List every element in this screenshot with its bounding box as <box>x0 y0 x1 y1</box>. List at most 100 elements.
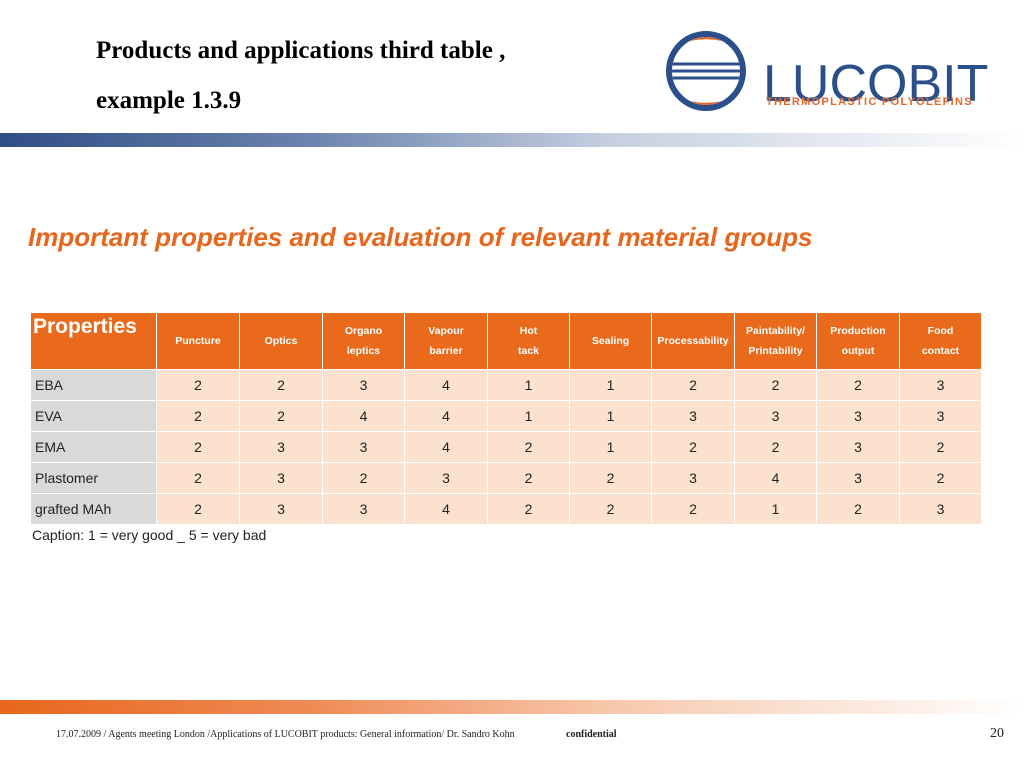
slide-title-line-2: example 1.3.9 <box>96 87 242 114</box>
column-header-line: barrier <box>429 345 463 357</box>
rating-cell: 2 <box>156 462 240 494</box>
rating-cell: 2 <box>156 431 240 463</box>
rating-cell: 3 <box>239 431 323 463</box>
rating-cell: 2 <box>239 400 323 432</box>
rating-cell: 4 <box>404 493 488 525</box>
rating-cell: 1 <box>569 400 652 432</box>
rating-cell: 2 <box>651 369 735 401</box>
rating-cell: 2 <box>239 369 323 401</box>
rating-cell: 1 <box>487 400 570 432</box>
rating-cell: 4 <box>404 431 488 463</box>
table-row: Plastomer 2 3 2 3 2 2 3 4 3 2 <box>30 462 982 494</box>
column-header: Sealing <box>569 312 652 370</box>
rating-cell: 3 <box>734 400 817 432</box>
rating-cell: 3 <box>816 462 900 494</box>
rating-cell: 2 <box>899 431 982 463</box>
rating-cell: 3 <box>899 493 982 525</box>
rating-cell: 2 <box>569 462 652 494</box>
rating-cell: 2 <box>651 431 735 463</box>
properties-header: Properties <box>30 312 157 370</box>
column-header: Optics <box>239 312 323 370</box>
material-name-cell: EMA <box>30 431 157 463</box>
column-header-line: Puncture <box>175 335 221 347</box>
table-heading: Important properties and evaluation of r… <box>28 222 813 252</box>
rating-cell: 2 <box>322 462 405 494</box>
column-header-line: Sealing <box>591 335 630 347</box>
rating-cell: 4 <box>404 369 488 401</box>
column-header-line: tack <box>517 345 539 357</box>
page-number: 20 <box>990 726 1004 741</box>
material-name-cell: EVA <box>30 400 157 432</box>
table-caption: Caption: 1 = very good _ 5 = very bad <box>32 527 267 543</box>
rating-cell: 2 <box>816 493 900 525</box>
table-header-row: Properties Puncture Optics Organo leptics Va… <box>30 312 982 370</box>
logo-tagline: THERMOPLASTIC POLYOLEFINS <box>766 96 973 108</box>
rating-cell: 3 <box>239 462 323 494</box>
rating-cell: 4 <box>404 400 488 432</box>
column-header-line: output <box>841 345 875 357</box>
rating-cell: 3 <box>816 400 900 432</box>
rating-cell: 3 <box>239 493 323 525</box>
table-row: EVA 2 2 4 4 1 1 3 3 3 3 <box>30 400 982 432</box>
logo-globe-icon <box>666 31 746 111</box>
column-header-line: Vapour <box>428 325 464 337</box>
rating-cell: 2 <box>156 369 240 401</box>
column-header: Puncture <box>156 312 240 370</box>
column-header-line: Hot <box>519 325 538 337</box>
rating-cell: 4 <box>322 400 405 432</box>
column-header-line: leptics <box>346 345 381 357</box>
material-name-cell: grafted MAh <box>30 493 157 525</box>
table-row: EMA 2 3 3 4 2 1 2 2 3 2 <box>30 431 982 463</box>
rating-cell: 2 <box>899 462 982 494</box>
rating-cell: 3 <box>899 400 982 432</box>
column-header-line: Printability <box>748 345 803 357</box>
footer-gradient-bar <box>0 700 1024 714</box>
column-header-line: Optics <box>264 335 298 347</box>
table-row: EBA 2 2 3 4 1 1 2 2 2 3 <box>30 369 982 401</box>
rating-cell: 1 <box>569 369 652 401</box>
rating-cell: 2 <box>487 462 570 494</box>
rating-cell: 2 <box>487 431 570 463</box>
rating-cell: 3 <box>651 462 735 494</box>
rating-cell: 2 <box>734 369 817 401</box>
column-header: Paintability/Printability <box>734 312 817 370</box>
material-name-cell: EBA <box>30 369 157 401</box>
column-header-line: Organo <box>344 325 383 337</box>
column-header: Vapour barrier <box>404 312 488 370</box>
rating-cell: 2 <box>816 369 900 401</box>
column-header: Food contact <box>899 312 982 370</box>
rating-cell: 3 <box>899 369 982 401</box>
rating-cell: 3 <box>322 431 405 463</box>
table-row: grafted MAh 2 3 3 4 2 2 2 1 2 3 <box>30 493 982 525</box>
footer-text: 17.07.2009 / Agents meeting London /Appl… <box>56 729 515 740</box>
column-header: Production output <box>816 312 900 370</box>
rating-cell: 2 <box>156 400 240 432</box>
rating-cell: 3 <box>322 369 405 401</box>
rating-cell: 3 <box>816 431 900 463</box>
slide-title: Products and applications third table , … <box>96 26 636 126</box>
column-header-line: contact <box>921 345 960 357</box>
logo-name: LUCOBIT <box>763 55 989 113</box>
rating-cell: 3 <box>651 400 735 432</box>
confidential-label: confidential <box>566 729 617 740</box>
rating-cell: 1 <box>734 493 817 525</box>
rating-cell: 3 <box>404 462 488 494</box>
column-header-line: Processability <box>657 335 729 347</box>
column-header: Organo leptics <box>322 312 405 370</box>
slide-title-line-1: Products and applications third table , <box>96 37 506 64</box>
rating-cell: 2 <box>156 493 240 525</box>
header-gradient-bar <box>0 133 1024 147</box>
column-header: Processability <box>651 312 735 370</box>
properties-table: Properties Puncture Optics Organo leptics Va… <box>30 312 982 525</box>
rating-cell: 2 <box>734 431 817 463</box>
table-body: EBA 2 2 3 4 1 1 2 2 2 3 EVA 2 2 4 4 1 1 3 3 3 3 EMA 2 3 3 4 2 1 2 2 3 2 P… <box>30 369 982 525</box>
rating-cell: 1 <box>487 369 570 401</box>
column-header: Hot tack <box>487 312 570 370</box>
column-header-line: Paintability/ <box>746 325 805 337</box>
lucobit-logo: LUCOBIT THERMOPLASTIC POLYOLEFINS <box>663 28 1003 114</box>
rating-cell: 4 <box>734 462 817 494</box>
material-name-cell: Plastomer <box>30 462 157 494</box>
rating-cell: 2 <box>569 493 652 525</box>
column-header-line: Production <box>830 325 886 337</box>
rating-cell: 2 <box>651 493 735 525</box>
